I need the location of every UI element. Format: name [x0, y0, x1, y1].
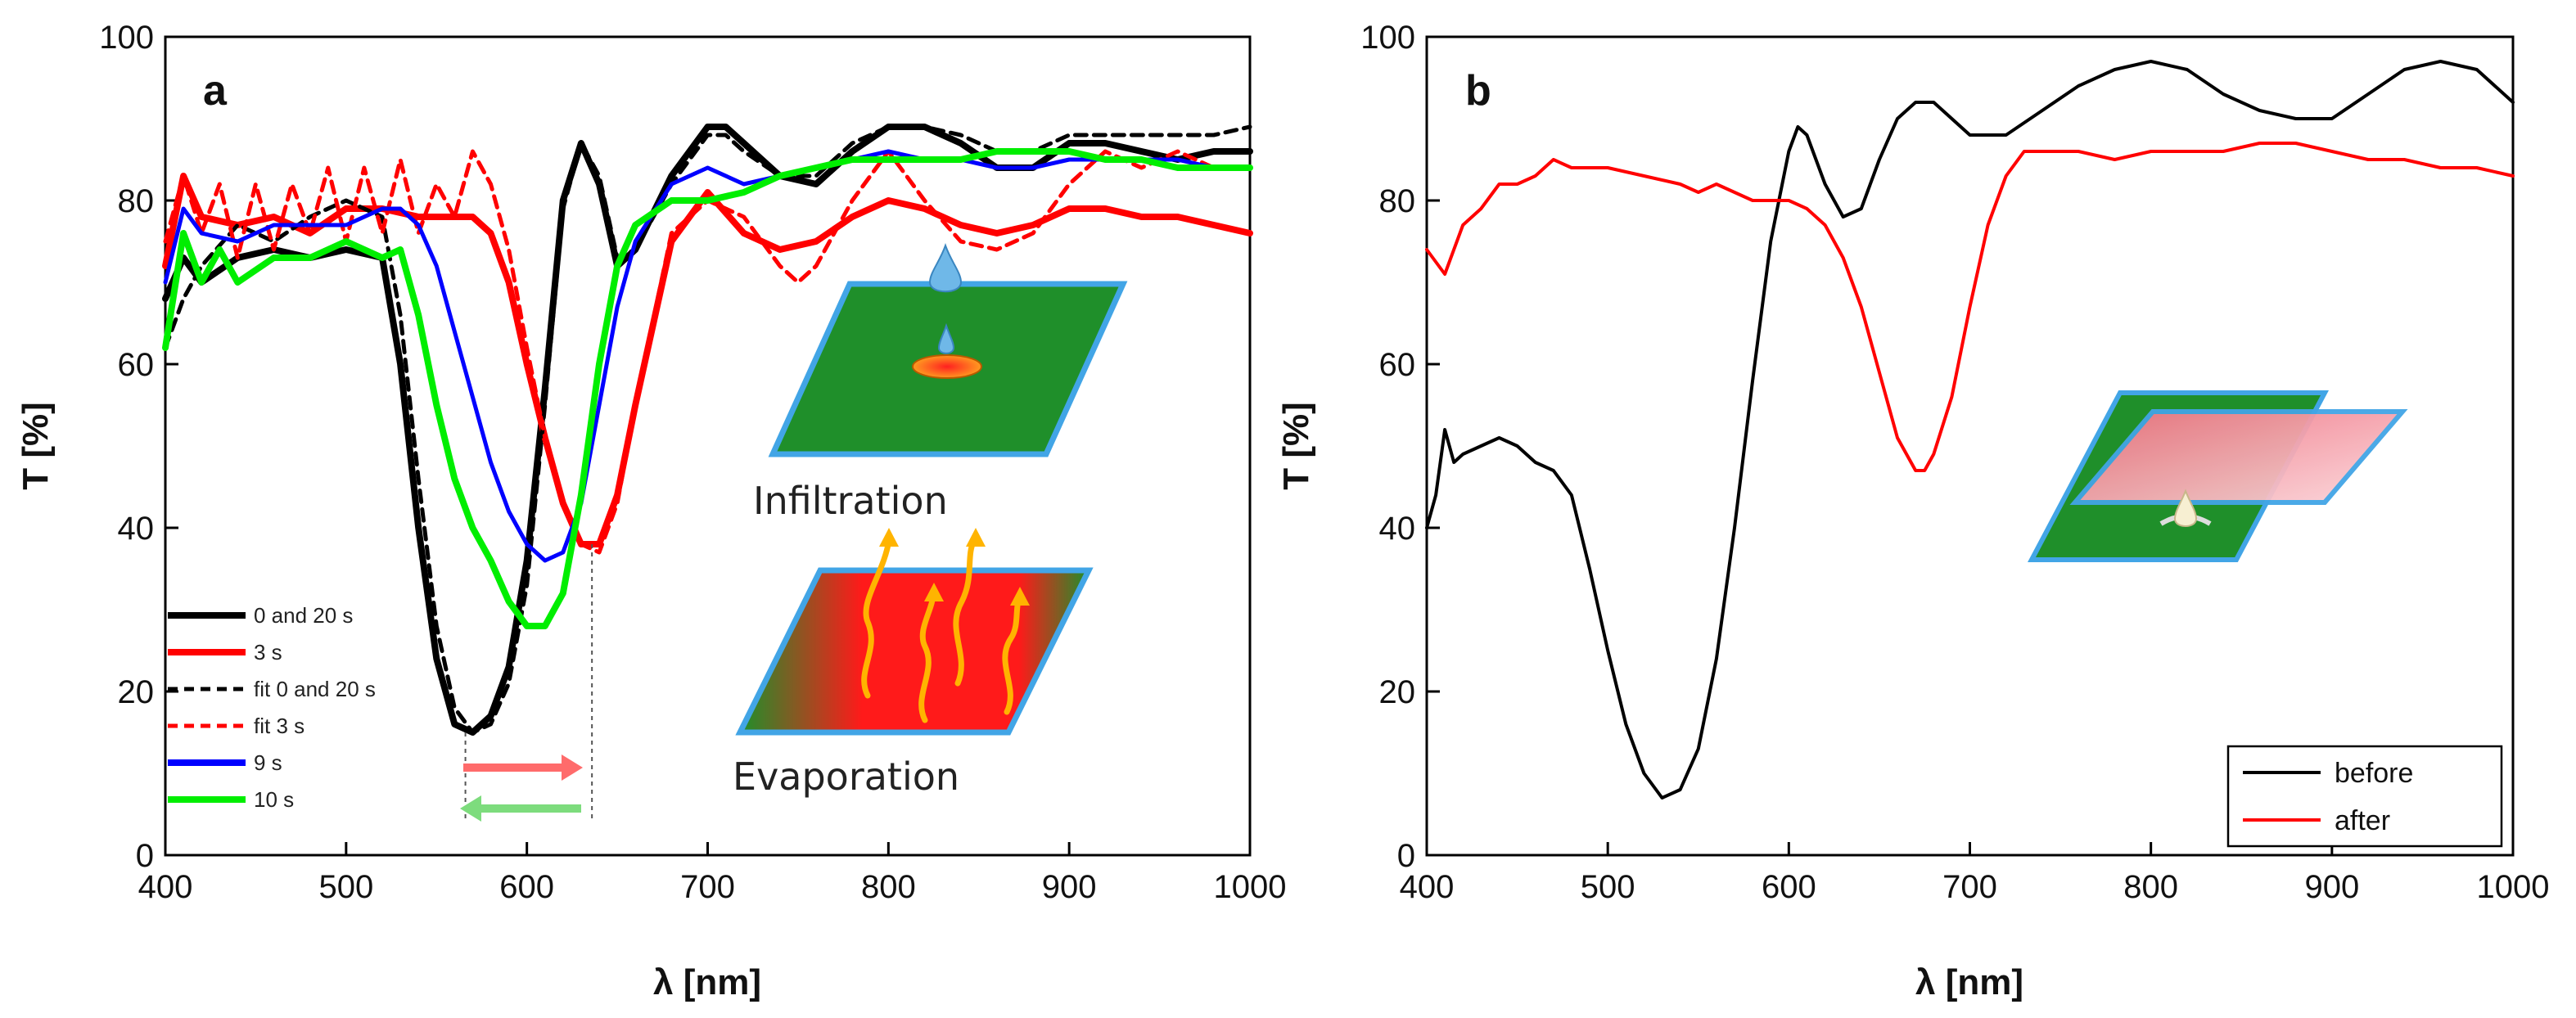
panel-b-y-label: T [%]: [1276, 402, 1316, 490]
stacked-film-schematic: [2028, 390, 2408, 562]
evaporation-label: Evaporation: [733, 754, 959, 799]
panel-b-x-label: λ [nm]: [1915, 962, 2023, 1002]
series-line-before: [1425, 60, 2515, 800]
panel-a-y-label: T [%]: [16, 402, 56, 490]
legend-label: 9 s: [254, 750, 282, 775]
series-line-10-s: [162, 148, 1253, 629]
panel-b-y-axis: 0 20 40 60 80 100: [1360, 20, 1440, 874]
legend-label: after: [2335, 805, 2390, 836]
panel-a-shift-annotation: [460, 544, 593, 822]
x-tick-label: 400: [138, 869, 193, 905]
legend-label: before: [2335, 758, 2413, 789]
panel-a: 0 20 40 60 80 100 400 500 600 700 800 900 1000 a T …: [16, 20, 1286, 1002]
droplet-icon: [2173, 489, 2198, 527]
x-tick-label: 700: [680, 869, 735, 905]
y-tick-label: 0: [136, 838, 154, 874]
panel-b-series: [1425, 60, 2515, 800]
x-tick-label: 1000: [2477, 869, 2550, 905]
y-tick-label: 80: [118, 183, 155, 219]
x-tick-label: 500: [318, 869, 373, 905]
y-tick-label: 80: [1379, 183, 1416, 219]
panel-b-legend-box: [2226, 745, 2503, 848]
x-tick-label: 600: [499, 869, 554, 905]
y-tick-label: 20: [118, 674, 155, 710]
y-tick-label: 60: [1379, 347, 1416, 383]
evaporation-schematic: Evaporation: [733, 528, 1094, 799]
infiltration-schematic: Infiltration: [753, 242, 1128, 523]
panel-a-x-label: λ [nm]: [653, 962, 761, 1002]
y-tick-label: 100: [1360, 20, 1415, 56]
panel-a-y-axis: 0 20 40 60 80 100: [99, 20, 178, 874]
panel-b-legend: before after: [2226, 745, 2503, 848]
y-tick-label: 60: [118, 347, 155, 383]
x-tick-label: 500: [1581, 869, 1635, 905]
panel-a-series: [162, 124, 1253, 736]
panel-a-legend: 0 and 20 s 3 s fit 0 and 20 s fit 3 s 9 s 10 …: [168, 603, 376, 812]
water-drop-icon: [928, 242, 963, 293]
panel-a-x-axis: 400 500 600 700 800 900 1000: [138, 842, 1287, 905]
x-tick-label: 1000: [1214, 869, 1287, 905]
x-tick-label: 800: [861, 869, 916, 905]
red-shift-arrow: [463, 754, 583, 781]
legend-label: 0 and 20 s: [254, 603, 353, 628]
x-tick-label: 900: [2304, 869, 2359, 905]
y-tick-label: 40: [118, 511, 155, 547]
legend-label: fit 3 s: [254, 714, 305, 738]
x-tick-label: 800: [2123, 869, 2178, 905]
y-tick-label: 0: [1397, 838, 1415, 874]
infiltration-label: Infiltration: [753, 479, 948, 523]
x-tick-label: 700: [1942, 869, 1997, 905]
legend-label: 10 s: [254, 787, 294, 812]
panel-b: 0 20 40 60 80 100 400 500 600 700 800 900 1000 b T …: [1276, 20, 2549, 1002]
y-tick-label: 20: [1379, 674, 1416, 710]
x-tick-label: 900: [1042, 869, 1097, 905]
vapor-arrows: [861, 528, 1030, 723]
y-tick-label: 40: [1379, 511, 1416, 547]
panel-b-x-axis: 400 500 600 700 800 900 1000: [1400, 842, 2550, 905]
legend-label: 3 s: [254, 640, 282, 664]
panel-b-letter: b: [1465, 67, 1491, 115]
y-tick-label: 100: [99, 20, 154, 56]
x-tick-label: 400: [1400, 869, 1455, 905]
panel-a-letter: a: [203, 67, 228, 115]
legend-label: fit 0 and 20 s: [254, 677, 376, 701]
series-line-9-s: [163, 149, 1252, 563]
green-shift-arrow: [460, 795, 581, 822]
series-line-after: [1425, 142, 2515, 472]
x-tick-label: 600: [1762, 869, 1816, 905]
small-water-drop-icon: [937, 322, 955, 354]
